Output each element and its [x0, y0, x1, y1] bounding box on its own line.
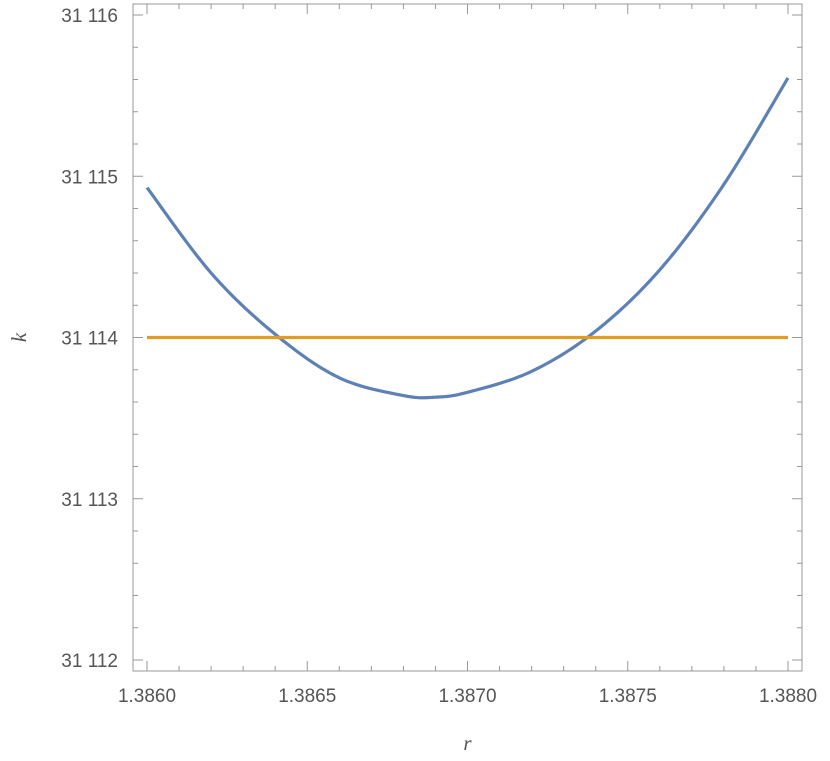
- x-tick-label: 1.3875: [599, 686, 657, 707]
- y-tick-label: 31 116: [61, 6, 118, 27]
- series-layer: [145, 77, 790, 400]
- y-tick-label: 31 112: [61, 651, 118, 672]
- x-tick-label: 1.3870: [438, 686, 496, 707]
- x-tick-label: 1.3860: [118, 686, 176, 707]
- y-tick-label: 31 115: [61, 167, 118, 188]
- x-axis-title: r: [463, 731, 472, 755]
- y-axis-title: k: [7, 332, 31, 342]
- series-line-1: [145, 77, 790, 400]
- y-tick-label: 31 113: [61, 490, 118, 511]
- tick-labels: 1.3860 1.3865 1.3870 1.3875 1.3880 31 112 31 1…: [61, 6, 817, 707]
- x-tick-label: 1.3880: [759, 686, 817, 707]
- x-tick-label: 1.3865: [278, 686, 336, 707]
- y-tick-label: 31 114: [61, 329, 118, 350]
- tick-marks: [133, 4, 802, 671]
